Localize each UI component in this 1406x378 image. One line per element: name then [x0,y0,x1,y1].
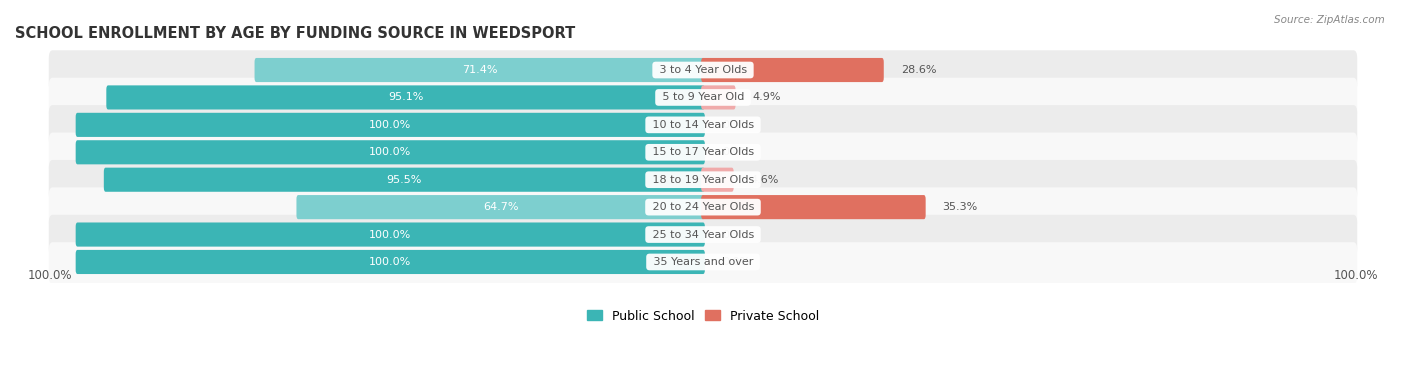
Text: 0.0%: 0.0% [721,120,749,130]
FancyBboxPatch shape [49,215,1357,257]
FancyBboxPatch shape [104,167,704,192]
Text: Source: ZipAtlas.com: Source: ZipAtlas.com [1274,15,1385,25]
Text: 71.4%: 71.4% [463,65,498,75]
FancyBboxPatch shape [702,58,884,82]
Text: 100.0%: 100.0% [370,147,412,157]
Text: 100.0%: 100.0% [28,269,72,282]
FancyBboxPatch shape [702,85,735,110]
Text: 95.5%: 95.5% [387,175,422,185]
FancyBboxPatch shape [254,58,704,82]
FancyBboxPatch shape [297,195,704,219]
Text: 100.0%: 100.0% [1334,269,1378,282]
Text: 100.0%: 100.0% [370,229,412,240]
FancyBboxPatch shape [76,113,704,137]
Text: 35 Years and over: 35 Years and over [650,257,756,267]
Text: 0.0%: 0.0% [721,257,749,267]
FancyBboxPatch shape [107,85,704,110]
Text: 35.3%: 35.3% [942,202,977,212]
Text: 95.1%: 95.1% [388,93,423,102]
FancyBboxPatch shape [49,78,1357,119]
Text: 0.0%: 0.0% [721,229,749,240]
FancyBboxPatch shape [702,195,925,219]
Text: 15 to 17 Year Olds: 15 to 17 Year Olds [648,147,758,157]
FancyBboxPatch shape [49,187,1357,229]
Text: 0.0%: 0.0% [721,147,749,157]
Text: 20 to 24 Year Olds: 20 to 24 Year Olds [648,202,758,212]
Text: 10 to 14 Year Olds: 10 to 14 Year Olds [648,120,758,130]
FancyBboxPatch shape [49,105,1357,147]
Text: 5 to 9 Year Old: 5 to 9 Year Old [658,93,748,102]
Text: 4.9%: 4.9% [752,93,780,102]
Text: 3 to 4 Year Olds: 3 to 4 Year Olds [655,65,751,75]
Text: 4.6%: 4.6% [751,175,779,185]
FancyBboxPatch shape [49,160,1357,201]
FancyBboxPatch shape [76,250,704,274]
Text: 64.7%: 64.7% [482,202,519,212]
Text: 18 to 19 Year Olds: 18 to 19 Year Olds [648,175,758,185]
Legend: Public School, Private School: Public School, Private School [582,305,824,328]
Text: 100.0%: 100.0% [370,257,412,267]
Text: SCHOOL ENROLLMENT BY AGE BY FUNDING SOURCE IN WEEDSPORT: SCHOOL ENROLLMENT BY AGE BY FUNDING SOUR… [15,26,575,41]
Text: 100.0%: 100.0% [370,120,412,130]
FancyBboxPatch shape [76,223,704,246]
Text: 28.6%: 28.6% [901,65,936,75]
Text: 25 to 34 Year Olds: 25 to 34 Year Olds [648,229,758,240]
FancyBboxPatch shape [49,133,1357,174]
FancyBboxPatch shape [76,140,704,164]
FancyBboxPatch shape [702,167,734,192]
FancyBboxPatch shape [49,50,1357,92]
FancyBboxPatch shape [49,242,1357,284]
